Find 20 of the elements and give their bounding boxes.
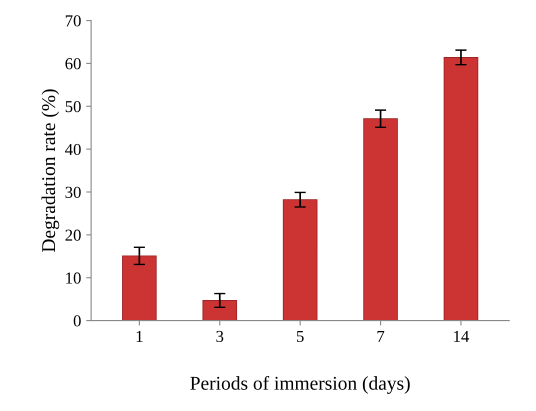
y-tick-label: 70 (66, 15, 81, 26)
y-tick-label: 40 (65, 144, 81, 156)
bar (282, 199, 318, 321)
bar (122, 255, 157, 321)
x-tick-label: 5 (296, 330, 304, 342)
bar (444, 56, 478, 321)
y-tick-label: 50 (66, 100, 81, 112)
y-tick-label: 20 (65, 230, 81, 241)
x-tick-label: 1 (136, 330, 143, 342)
x-axis-title: Periods of immersion (days) (190, 376, 410, 394)
bar (363, 118, 398, 321)
x-tick-label: 14 (454, 330, 470, 342)
x-tick-label: 7 (377, 330, 384, 342)
y-tick-label: 10 (66, 272, 81, 284)
y-tick-label: 60 (65, 58, 81, 70)
y-tick-label: 0 (74, 315, 81, 327)
y-tick-label: 30 (66, 186, 81, 198)
bar (202, 300, 238, 321)
x-tick-label: 3 (216, 330, 224, 342)
y-axis-title: Degradation rate (%) (41, 89, 60, 252)
